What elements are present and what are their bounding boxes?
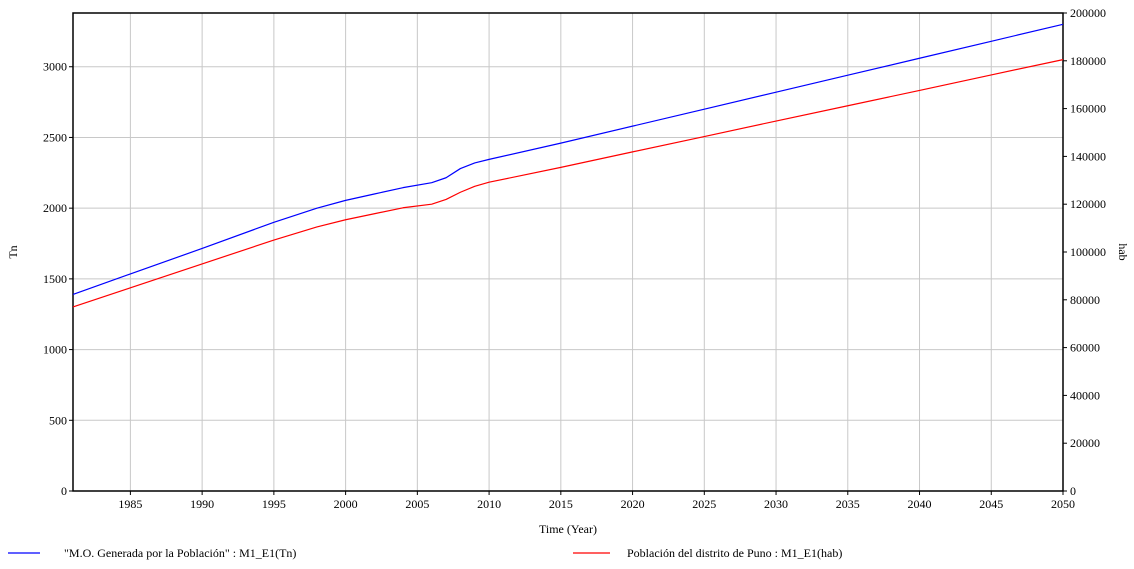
y-right-tick-label: 100000: [1070, 245, 1106, 259]
x-tick-label: 1990: [190, 497, 214, 511]
x-tick-label: 1995: [262, 497, 286, 511]
y-axis-left-label: Tn: [6, 245, 20, 258]
y-right-tick-label: 20000: [1070, 436, 1100, 450]
y-left-tick-label: 3000: [43, 60, 67, 74]
x-tick-label: 2045: [979, 497, 1003, 511]
series-lines: [72, 23, 1064, 308]
y-right-tick-label: 120000: [1070, 197, 1106, 211]
y-left-tick-label: 2500: [43, 130, 67, 144]
y-left-tick-label: 1000: [43, 343, 67, 357]
y-left-tick-label: 500: [49, 413, 67, 427]
series-line-1: [72, 23, 1064, 295]
y-right-tick-label: 200000: [1070, 6, 1106, 20]
x-tick-label: 2050: [1051, 497, 1075, 511]
x-tick-label: 1985: [118, 497, 142, 511]
grid-lines: [73, 13, 1063, 491]
y-right-tick-label: 180000: [1070, 54, 1106, 68]
legend-label-series-2: Población del distrito de Puno : M1_E1(h…: [627, 546, 842, 560]
y-axis-right-label: hab: [1116, 243, 1130, 260]
legend-item-series-1: "M.O. Generada por la Población" : M1_E1…: [8, 546, 296, 560]
y-right-tick-label: 80000: [1070, 293, 1100, 307]
x-tick-label: 2025: [692, 497, 716, 511]
x-tick-label: 2030: [764, 497, 788, 511]
x-tick-label: 2005: [405, 497, 429, 511]
legend-label-series-1: "M.O. Generada por la Población" : M1_E1…: [64, 546, 296, 560]
legend-item-series-2: Población del distrito de Puno : M1_E1(h…: [573, 546, 842, 560]
y-right-tick-label: 160000: [1070, 102, 1106, 116]
x-axis-label: Time (Year): [539, 522, 597, 536]
legend: "M.O. Generada por la Población" : M1_E1…: [8, 546, 842, 560]
x-tick-label: 2020: [621, 497, 645, 511]
y-left-tick-label: 1500: [43, 272, 67, 286]
x-tick-label: 2000: [334, 497, 358, 511]
series-line-2: [72, 59, 1064, 308]
y-left-tick-label: 0: [61, 484, 67, 498]
x-tick-label: 2010: [477, 497, 501, 511]
y-left-tick-label: 2000: [43, 201, 67, 215]
y-right-tick-label: 0: [1070, 484, 1076, 498]
y-axis-right-ticks: 0 20000 40000 60000 80000 100000 120000 140000 1…: [1063, 6, 1106, 498]
x-tick-label: 2040: [908, 497, 932, 511]
y-right-tick-label: 140000: [1070, 149, 1106, 163]
x-axis-ticks: 1985 1990 1995 2000 2005 2010 2015 2020 2025 2030…: [118, 491, 1075, 511]
y-right-tick-label: 40000: [1070, 388, 1100, 402]
y-axis-left-ticks: 0 500 1000 1500 2000 2500 3000: [43, 60, 73, 498]
x-tick-label: 2015: [549, 497, 573, 511]
plot-area-frame: [72, 12, 1064, 492]
y-right-tick-label: 60000: [1070, 341, 1100, 355]
x-tick-label: 2035: [836, 497, 860, 511]
